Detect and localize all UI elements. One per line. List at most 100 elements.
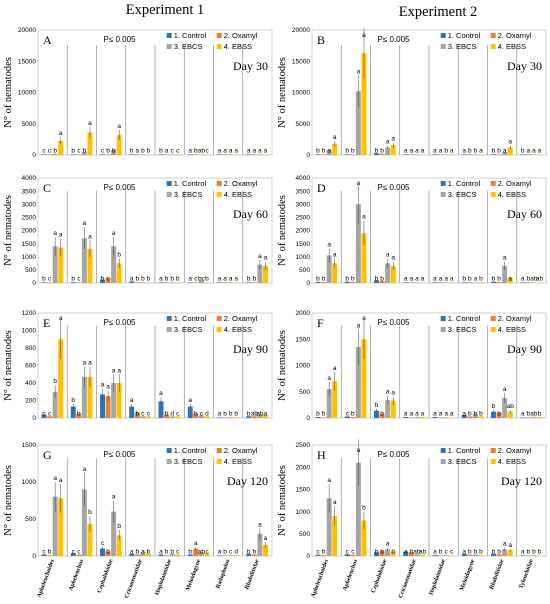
legend-label: 1. Control: [174, 314, 207, 323]
category-label: Aphelenchoides: [37, 558, 57, 599]
significance-letter: a: [415, 275, 419, 282]
bar: [76, 282, 82, 283]
significance-letter: b: [468, 275, 472, 282]
bar: [315, 416, 321, 418]
bar: [87, 376, 93, 418]
bar: [525, 417, 531, 418]
bar: [204, 154, 210, 155]
bar: [198, 552, 204, 556]
legend-swatch: [440, 316, 446, 321]
bar: [467, 554, 473, 556]
significance-letter: a: [258, 253, 262, 260]
significance-letter: b: [492, 275, 496, 282]
significance-letter: c: [101, 540, 105, 547]
significance-letter: a: [479, 147, 483, 154]
significance-letter: c: [77, 275, 81, 282]
bar: [187, 554, 193, 556]
bar: [419, 154, 425, 155]
bar: [175, 154, 181, 155]
significance-letter: a: [508, 139, 512, 146]
bar: [403, 154, 409, 155]
significance-letter: b: [474, 410, 478, 417]
bar: [198, 415, 204, 418]
significance-letter: b: [147, 548, 151, 555]
bar: [374, 410, 379, 418]
significance-letter: a: [101, 381, 105, 388]
significance-letter: a: [521, 548, 525, 555]
bar: [228, 417, 234, 418]
y-tick-label: 0: [32, 415, 36, 422]
bar: [361, 233, 367, 283]
y-tick-label: 1500: [22, 241, 37, 248]
bar: [536, 416, 542, 418]
significance-letter: b: [83, 147, 87, 154]
significance-letter: a: [333, 499, 337, 506]
bar: [390, 400, 396, 418]
y-tick-label: 5000: [22, 121, 37, 128]
bar: [374, 552, 379, 556]
bar: [467, 154, 473, 155]
significance-letter: b: [322, 548, 326, 555]
bar: [507, 550, 513, 556]
significance-letter: a: [88, 233, 92, 240]
p-value-text: P≤ 0.005: [378, 318, 411, 327]
bar: [134, 554, 140, 556]
significance-letter: a: [362, 214, 366, 221]
significance-letter: b: [362, 505, 366, 512]
bar: [52, 391, 58, 418]
bar: [228, 555, 234, 556]
significance-letter: a: [264, 535, 268, 542]
bar: [233, 282, 239, 283]
bar: [321, 282, 327, 283]
significance-letter: a: [130, 397, 134, 404]
significance-letter: a: [462, 548, 466, 555]
legend-swatch: [216, 44, 222, 49]
bar: [105, 551, 111, 556]
bar: [164, 414, 170, 418]
bar: [443, 154, 449, 155]
significance-letter: a: [357, 447, 361, 454]
y-tick-label: 2000: [296, 228, 311, 235]
bar: [379, 551, 385, 556]
y-tick-label: 0: [306, 415, 310, 422]
y-tick-label: 10000: [292, 90, 310, 97]
bar: [41, 554, 47, 556]
significance-letter: ab: [198, 147, 206, 154]
bar: [158, 282, 164, 283]
legend-label: 3. EBCS: [448, 42, 477, 51]
significance-letter: a: [538, 147, 542, 154]
significance-letter: a: [404, 147, 408, 154]
bar: [41, 414, 47, 418]
y-tick-label: 2500: [296, 215, 311, 222]
significance-letter: a: [357, 68, 361, 75]
significance-letter: a: [159, 548, 163, 555]
significance-letter: b: [322, 147, 326, 154]
significance-letter: a: [415, 410, 419, 417]
bar: [361, 520, 367, 556]
bar: [169, 282, 175, 283]
significance-letter: b: [351, 410, 355, 417]
significance-letter: b: [322, 410, 326, 417]
bar: [140, 154, 146, 155]
bar: [403, 282, 409, 283]
panel-letter: D: [317, 181, 326, 195]
bar: [344, 281, 350, 283]
significance-letter: b: [521, 147, 525, 154]
bar: [217, 154, 222, 155]
significance-letter: a: [386, 139, 390, 146]
bar: [408, 417, 414, 418]
significance-letter: b: [170, 548, 174, 555]
y-tick-label: 1500: [296, 336, 311, 343]
legend-label: 2. Oxamyl: [498, 179, 532, 188]
legend-label: 2. Oxamyl: [224, 179, 258, 188]
bar: [321, 555, 327, 556]
bar: [326, 150, 332, 155]
day-label: Day 120: [501, 474, 542, 488]
y-tick-label: 1000: [22, 328, 37, 335]
legend-swatch: [166, 316, 172, 321]
significance-letter: a: [521, 410, 525, 417]
legend-swatch: [440, 459, 446, 464]
y-tick-label: 4000: [22, 175, 37, 182]
